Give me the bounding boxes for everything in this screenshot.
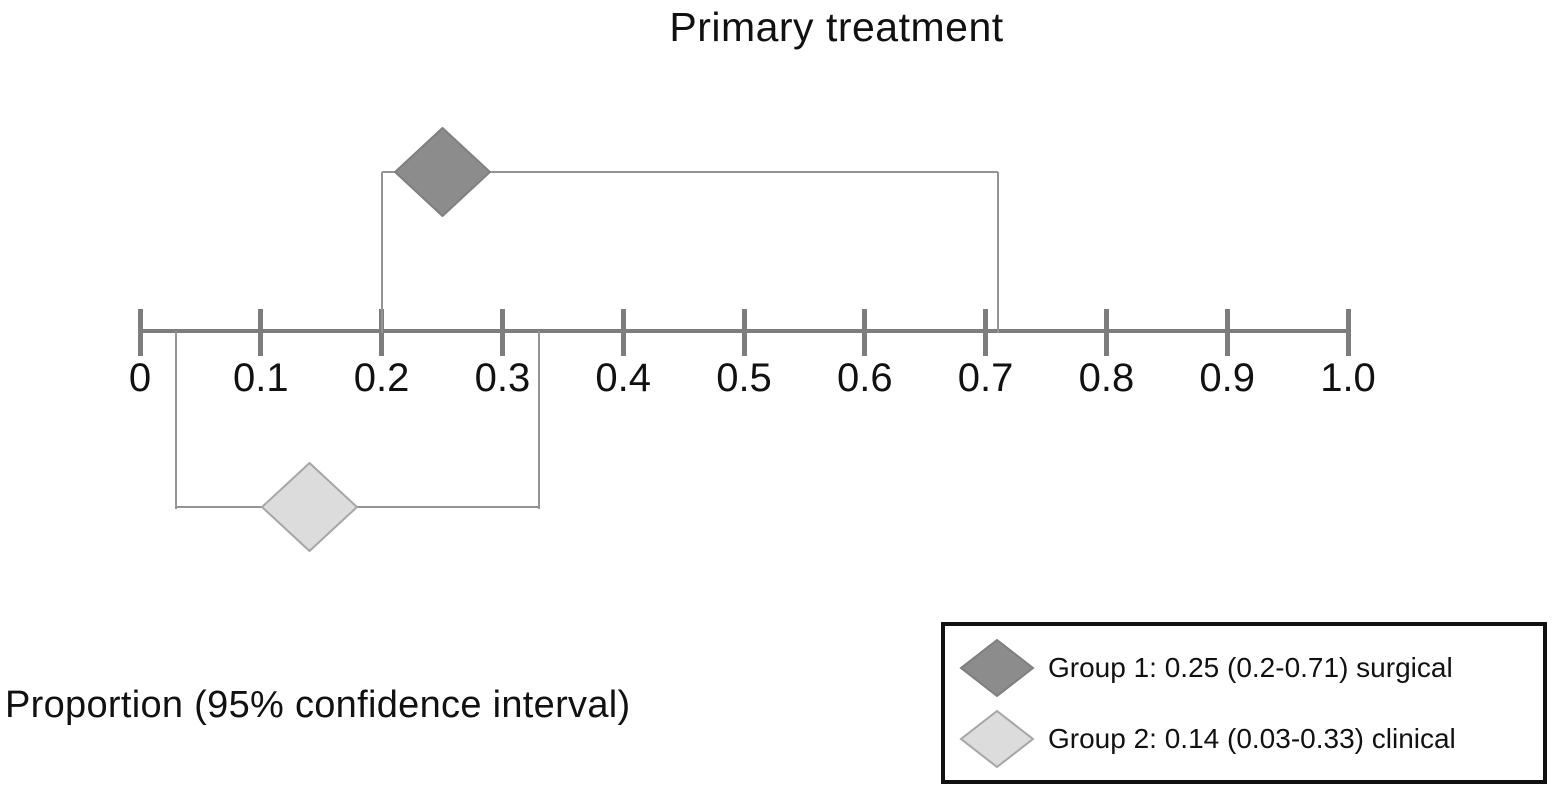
group-1-ci-span: [381, 171, 998, 173]
group-1-diamond-icon: [959, 638, 1035, 697]
axis-tick: [983, 309, 989, 356]
axis-tick: [137, 309, 143, 356]
group-2-ci-upper-connector: [537, 331, 540, 509]
axis-tick: [258, 309, 264, 356]
axis-tick: [1345, 309, 1351, 356]
legend-label-group-2: Group 2: 0.14 (0.03-0.33) clinical: [1048, 722, 1456, 754]
x-axis-label: Proportion (95% confidence interval): [5, 684, 631, 726]
axis-tick: [862, 309, 868, 356]
axis-tick-label: 0.5: [716, 356, 772, 400]
axis-tick-label: 0.2: [353, 356, 410, 400]
axis-tick-label: 0.4: [595, 356, 651, 400]
axis-tick-label: 0.8: [1078, 356, 1135, 400]
group-2-diamond-marker: [260, 462, 358, 552]
axis-tick: [499, 309, 505, 356]
group-1-ci-upper-connector: [996, 172, 999, 333]
axis-tick: [741, 309, 747, 356]
axis-tick-label: 0.7: [957, 356, 1014, 400]
axis-tick: [1224, 309, 1230, 356]
axis-tick-label: 0.9: [1199, 356, 1255, 400]
axis-tick-label: 0.3: [474, 356, 531, 400]
group-1-diamond-marker: [393, 127, 491, 217]
group-2-diamond-icon: [959, 709, 1035, 768]
axis-tick: [1103, 309, 1109, 356]
legend-item-group-1: Group 1: 0.25 (0.2-0.71) surgical: [959, 638, 1539, 698]
legend-item-group-2: Group 2: 0.14 (0.03-0.33) clinical: [959, 709, 1539, 769]
legend: Group 1: 0.25 (0.2-0.71) surgical Group …: [941, 622, 1547, 784]
axis-tick-label: 1.0: [1320, 356, 1376, 400]
axis-tick-label: 0: [128, 356, 152, 400]
axis-tick-label: 0.6: [836, 356, 893, 400]
group-2-ci-lower-connector: [175, 331, 178, 509]
group-1-ci-lower-connector: [380, 172, 383, 333]
axis-tick-label: 0.1: [232, 356, 289, 400]
axis-tick: [620, 309, 626, 356]
chart-title: Primary treatment: [669, 4, 1004, 50]
legend-label-group-1: Group 1: 0.25 (0.2-0.71) surgical: [1048, 651, 1453, 683]
